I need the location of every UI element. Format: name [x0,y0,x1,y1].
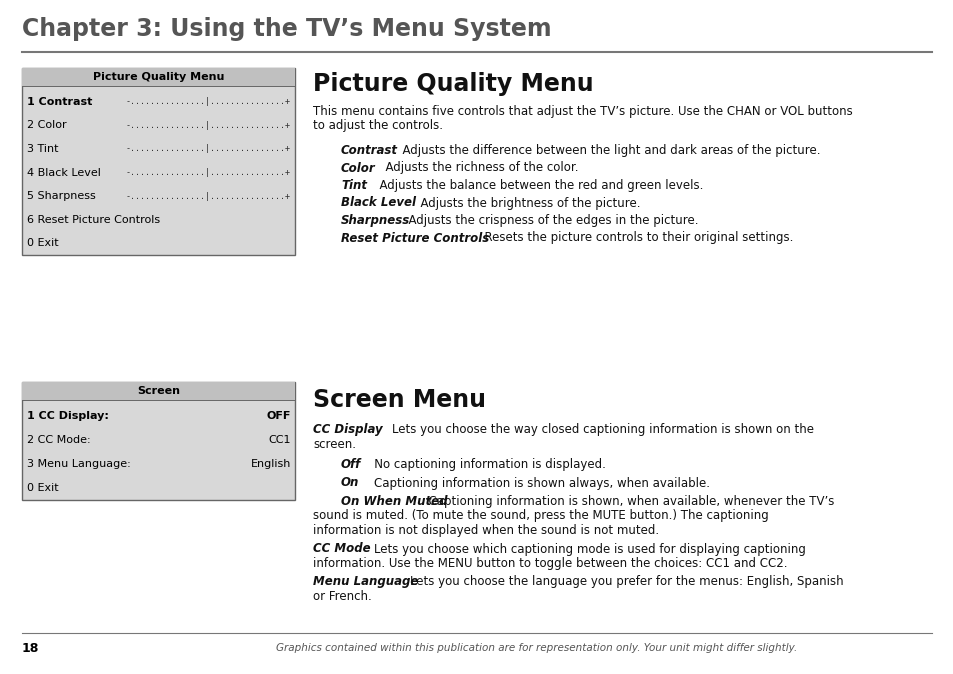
Text: -...............|...............+: -...............|...............+ [126,168,291,177]
Text: Lets you choose which captioning mode is used for displaying captioning: Lets you choose which captioning mode is… [358,543,805,555]
Text: Adjusts the brightness of the picture.: Adjusts the brightness of the picture. [413,197,639,210]
Text: Screen: Screen [137,386,180,396]
Text: Sharpness: Sharpness [340,214,410,227]
Text: OFF: OFF [266,411,291,421]
Text: Lets you choose the language you prefer for the menus: English, Spanish: Lets you choose the language you prefer … [395,576,842,588]
Text: English: English [251,459,291,469]
Text: CC Display: CC Display [313,423,382,436]
Text: or French.: or French. [313,590,372,603]
Text: 0 Exit: 0 Exit [27,238,58,248]
Text: 5 Sharpness: 5 Sharpness [27,191,95,201]
Text: This menu contains five controls that adjust the TV’s picture. Use the CHAN or V: This menu contains five controls that ad… [313,105,852,118]
Text: CC Mode: CC Mode [313,543,370,555]
Bar [22,68,294,86]
Text: Captioning information is shown, when available, whenever the TV’s: Captioning information is shown, when av… [420,495,834,508]
Text: Resets the picture controls to their original settings.: Resets the picture controls to their ori… [476,231,792,245]
Text: Color: Color [340,162,375,175]
Text: Adjusts the difference between the light and dark areas of the picture.: Adjusts the difference between the light… [395,144,820,157]
Text: information is not displayed when the sound is not muted.: information is not displayed when the so… [313,524,659,537]
Text: 2 CC Mode:: 2 CC Mode: [27,435,91,445]
Text: 1 Contrast: 1 Contrast [27,97,92,106]
Text: 3 Menu Language:: 3 Menu Language: [27,459,131,469]
Text: 1 CC Display:: 1 CC Display: [27,411,109,421]
Text: 6 Reset Picture Controls: 6 Reset Picture Controls [27,214,160,224]
Text: On: On [340,477,359,489]
Text: 0 Exit: 0 Exit [27,483,58,493]
Bar [22,382,294,400]
Text: screen.: screen. [313,437,355,450]
Text: Adjusts the balance between the red and green levels.: Adjusts the balance between the red and … [372,179,702,192]
Text: 3 Tint: 3 Tint [27,144,58,154]
Text: information. Use the MENU button to toggle between the choices: CC1 and CC2.: information. Use the MENU button to togg… [313,557,786,570]
Text: Black Level: Black Level [340,197,416,210]
Text: Captioning information is shown always, when available.: Captioning information is shown always, … [358,477,709,489]
Text: -...............|...............+: -...............|...............+ [126,144,291,154]
Text: Chapter 3: Using the TV’s Menu System: Chapter 3: Using the TV’s Menu System [22,17,551,41]
Text: -...............|...............+: -...............|...............+ [126,121,291,130]
Text: On When Muted: On When Muted [340,495,447,508]
Text: 4 Black Level: 4 Black Level [27,168,101,177]
Text: 2 Color: 2 Color [27,121,67,130]
Text: Picture Quality Menu: Picture Quality Menu [313,72,593,96]
Text: No captioning information is displayed.: No captioning information is displayed. [363,458,605,471]
Text: Tint: Tint [340,179,367,192]
Text: Graphics contained within this publication are for representation only. Your uni: Graphics contained within this publicati… [276,643,797,653]
Text: Contrast: Contrast [340,144,397,157]
Text: Menu Language: Menu Language [313,576,418,588]
Text: Off: Off [340,458,361,471]
Text: Reset Picture Controls: Reset Picture Controls [340,231,489,245]
Text: Screen Menu: Screen Menu [313,388,485,412]
Text: CC1: CC1 [268,435,291,445]
Text: 18: 18 [22,642,39,654]
Text: -...............|...............+: -...............|...............+ [126,97,291,106]
Text: sound is muted. (To mute the sound, press the MUTE button.) The captioning: sound is muted. (To mute the sound, pres… [313,510,768,522]
Text: Adjusts the richness of the color.: Adjusts the richness of the color. [377,162,578,175]
Bar [22,68,294,255]
Text: -...............|...............+: -...............|...............+ [126,191,291,201]
Text: to adjust the controls.: to adjust the controls. [313,119,442,133]
Bar [22,382,294,500]
Text: Adjusts the crispness of the edges in the picture.: Adjusts the crispness of the edges in th… [401,214,698,227]
Text: Picture Quality Menu: Picture Quality Menu [92,72,224,82]
Text: Lets you choose the way closed captioning information is shown on the: Lets you choose the way closed captionin… [376,423,813,436]
